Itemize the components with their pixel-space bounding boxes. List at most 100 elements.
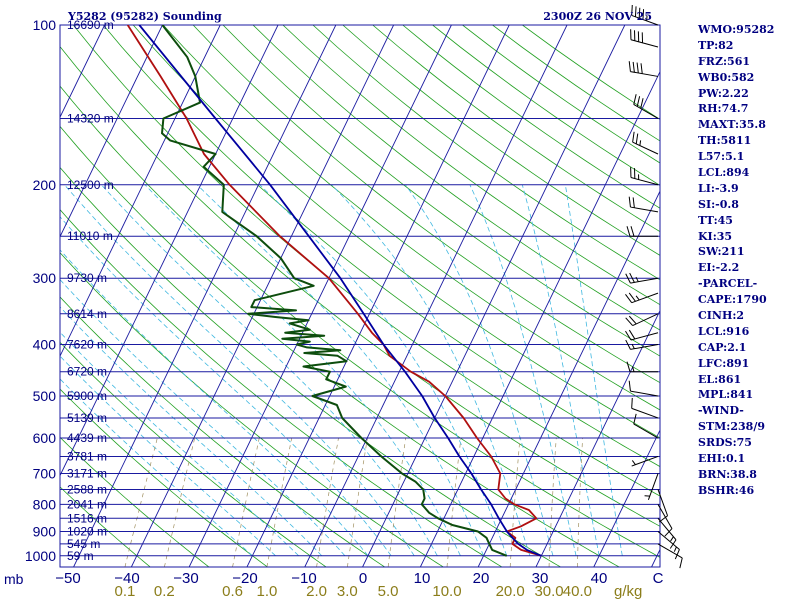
wind-barb-half-flag xyxy=(639,140,642,146)
index-item: STM:238/9 xyxy=(698,420,765,434)
mixing-ratio-label: 1.0 xyxy=(256,583,277,600)
wind-barb-staff xyxy=(631,292,659,304)
index-item: WMO:95282 xyxy=(698,23,775,36)
index-item: LCL:916 xyxy=(698,324,750,338)
temperature-profile-line xyxy=(126,25,542,557)
height-label: 11010 m xyxy=(67,229,113,243)
dry-adiabat-line xyxy=(312,25,660,281)
pressure-tick-label: 200 xyxy=(33,177,57,193)
index-item: TH:5811 xyxy=(698,134,752,148)
isotherm-line xyxy=(246,25,510,567)
wind-barb-staff xyxy=(657,543,683,559)
wind-barb-flag xyxy=(629,272,635,283)
height-label: 3171 m xyxy=(67,467,107,481)
wind-barb-flag xyxy=(638,7,641,19)
wind-barb-half-flag xyxy=(673,546,677,552)
isobars xyxy=(59,24,661,568)
wind-barb xyxy=(626,361,658,373)
temperature-tick-label: 20 xyxy=(473,570,490,587)
moist-adiabat-line xyxy=(101,184,438,557)
wind-barb xyxy=(625,292,659,304)
index-item: SW:211 xyxy=(698,245,745,259)
wind-barb-staff xyxy=(657,531,680,550)
moist-adiabat-line xyxy=(521,184,600,556)
height-label: 1020 m xyxy=(67,524,107,538)
wind-barb-flag xyxy=(628,380,631,392)
temperature-tick-label: −20 xyxy=(232,570,257,587)
mixing-ratio-unit: g/kg xyxy=(614,583,642,600)
observation-time: 2300Z 26 NOV 25 xyxy=(543,10,652,23)
wind-barb-half-flag xyxy=(635,276,639,282)
isotherm-line xyxy=(60,25,106,119)
wind-barb-flag xyxy=(674,549,680,560)
mixing-ratio-line xyxy=(548,437,557,567)
wind-barb-staff xyxy=(630,177,659,186)
parcel-profile-line xyxy=(138,25,542,557)
wind-barb xyxy=(632,131,659,155)
height-label: 12500 m xyxy=(67,178,114,192)
mixing-ratio-line xyxy=(232,437,260,567)
temperature-tick-label: −50 xyxy=(55,570,80,587)
wind-barb-staff xyxy=(631,14,659,26)
wind-barb xyxy=(628,61,659,77)
wind-barb-staff xyxy=(633,423,659,439)
pressure-tick-label: 900 xyxy=(33,523,57,539)
wind-barb xyxy=(628,196,659,213)
dry-adiabat-line xyxy=(342,25,660,256)
wind-barb-flag xyxy=(664,528,673,537)
wind-barb-staff xyxy=(630,206,659,213)
index-item: SI:-0.8 xyxy=(698,197,739,211)
height-label: 5900 m xyxy=(67,389,107,403)
isotherm-line xyxy=(535,309,660,567)
index-item: RH:74.7 xyxy=(698,102,749,116)
index-item: EL:861 xyxy=(698,372,742,386)
dry-adiabat-line xyxy=(60,85,660,558)
wind-barb xyxy=(625,339,659,350)
wind-barb-flag xyxy=(625,330,632,341)
chart-title: Y5282 (95282) Sounding xyxy=(67,10,222,23)
mixing-ratio-label: 0.6 xyxy=(222,583,243,600)
wind-barb-half-flag xyxy=(631,460,636,465)
moist-adiabat-line xyxy=(259,184,508,556)
dry-adiabat-line xyxy=(60,436,210,567)
wind-barb-half-flag xyxy=(632,366,635,372)
height-label: 5139 m xyxy=(67,411,107,425)
temperature-tick-label: −40 xyxy=(114,570,139,587)
wind-barb-half-flag xyxy=(635,295,640,301)
index-item: LI:-3.9 xyxy=(698,181,739,195)
wind-barb-flag xyxy=(626,226,631,237)
wind-barb-flag xyxy=(625,317,633,326)
wind-barb-staff xyxy=(630,71,659,77)
moist-adiabat-line xyxy=(60,331,299,557)
wind-barb xyxy=(626,226,658,237)
wind-barb-staff xyxy=(657,489,669,516)
mixing-ratio-line xyxy=(577,437,584,567)
dry-adiabat-line xyxy=(132,25,660,439)
wind-barb-staff xyxy=(657,517,677,541)
wind-barb-flag xyxy=(679,557,683,569)
wind-barb xyxy=(625,329,659,341)
wind-barb xyxy=(625,313,659,327)
mixing-ratio-line xyxy=(124,437,158,567)
temperature-tick-label: 0 xyxy=(359,570,367,587)
wind-barb-staff xyxy=(630,390,659,397)
mixing-ratio-line xyxy=(266,437,293,567)
mixing-ratio-labels: 0.1 0.2 0.6 1.0 2.0 3.0 5.0 10.0 20.0 30.0 40.0 g/k… xyxy=(115,583,643,600)
dry-adiabat-line xyxy=(60,341,327,567)
mixing-ratio-label: 5.0 xyxy=(378,583,399,600)
isotherm-line xyxy=(60,25,221,358)
isotherm-line xyxy=(130,25,395,567)
dry-adiabat-line xyxy=(60,252,444,567)
wind-barb-flag xyxy=(635,133,639,144)
dry-adiabat-line xyxy=(282,25,660,306)
index-item: LCL:894 xyxy=(698,166,750,180)
index-item: MPL:841 xyxy=(698,388,754,402)
mixing-ratio-line xyxy=(316,437,339,567)
index-item: TT:45 xyxy=(698,213,733,227)
wind-barb-flag xyxy=(632,197,635,208)
stability-indices-panel: WMO:95282 TP:82 FRZ:561 WB0:582 PW:2.22 RH:74… xyxy=(698,22,798,499)
wind-barb xyxy=(657,504,673,537)
wind-barb-flag xyxy=(640,63,643,74)
wind-barb-flag xyxy=(636,96,641,107)
